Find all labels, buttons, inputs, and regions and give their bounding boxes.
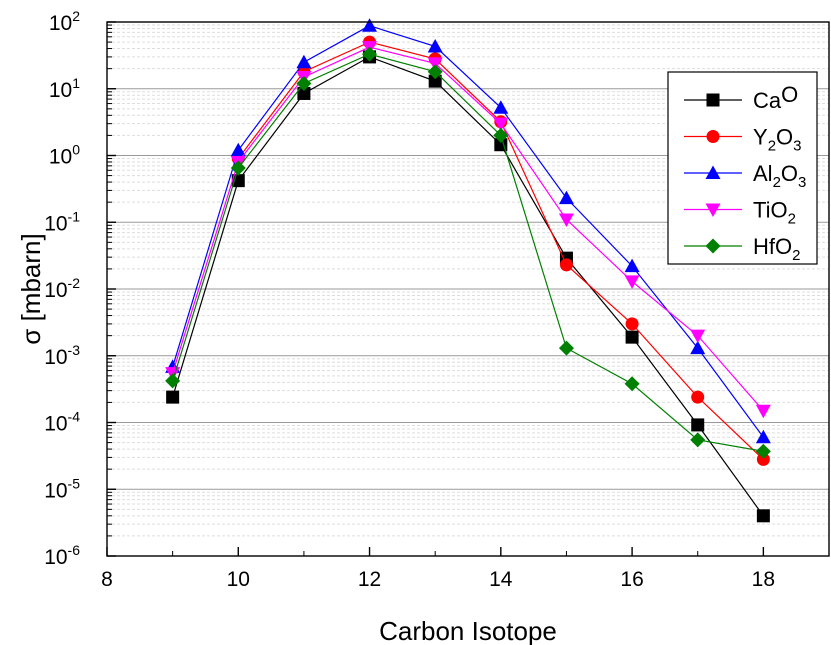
data-point-hfo2 bbox=[755, 443, 771, 459]
data-point-y2o3 bbox=[756, 452, 770, 466]
data-point-cao bbox=[166, 390, 180, 404]
y-tick-label: 101 bbox=[49, 75, 80, 102]
data-point-tio2 bbox=[690, 329, 706, 344]
data-point-al2o3 bbox=[296, 54, 312, 69]
data-point-y2o3 bbox=[625, 317, 639, 331]
x-tick-label: 18 bbox=[752, 568, 775, 591]
legend-label-cao: CaO bbox=[753, 82, 798, 113]
y-tick-label: 102 bbox=[49, 8, 80, 35]
y-axis-title: σ [mbarn] bbox=[16, 233, 46, 344]
data-point-tio2 bbox=[493, 117, 509, 132]
data-point-tio2 bbox=[755, 404, 771, 419]
data-point-al2o3 bbox=[755, 429, 771, 444]
data-point-cao bbox=[494, 138, 508, 152]
series-line-tio2 bbox=[172, 46, 764, 412]
data-point-tio2 bbox=[427, 57, 443, 71]
data-point-cao bbox=[625, 330, 639, 344]
legend-item-cao: CaO bbox=[684, 82, 798, 113]
legend-label-y2o3: Y2O3 bbox=[753, 125, 802, 155]
series-line-al2o3 bbox=[172, 25, 764, 438]
data-point-hfo2 bbox=[493, 127, 509, 143]
x-tick-label: 16 bbox=[620, 568, 643, 591]
data-point-tio2 bbox=[558, 213, 574, 227]
data-point-al2o3 bbox=[230, 142, 246, 157]
data-point-al2o3 bbox=[427, 38, 443, 53]
data-point-al2o3 bbox=[362, 18, 378, 32]
legend-item-hfo2: HfO2 bbox=[684, 234, 800, 264]
data-point-hfo2 bbox=[690, 432, 706, 448]
x-axis-title: Carbon Isotope bbox=[379, 616, 557, 645]
y-tick-label: 10-1 bbox=[44, 208, 80, 235]
data-point-al2o3 bbox=[624, 258, 640, 273]
x-tick-label: 14 bbox=[489, 568, 513, 591]
legend-label-tio2: TiO2 bbox=[753, 198, 796, 228]
legend-item-y2o3: Y2O3 bbox=[684, 125, 802, 155]
data-point-al2o3 bbox=[493, 100, 509, 114]
y-tick-label: 10-5 bbox=[44, 475, 80, 502]
data-point-hfo2 bbox=[296, 75, 312, 91]
x-tick-label: 12 bbox=[358, 568, 381, 591]
data-point-cao bbox=[691, 418, 705, 432]
data-point-hfo2 bbox=[427, 64, 443, 80]
data-point-hfo2 bbox=[230, 160, 246, 176]
data-point-al2o3 bbox=[558, 190, 574, 205]
data-point-hfo2 bbox=[362, 46, 378, 62]
legend-marker-hfo2 bbox=[705, 238, 721, 254]
y-tick-label: 10-6 bbox=[44, 542, 80, 569]
x-tick-label: 10 bbox=[227, 568, 250, 591]
y-tick-label: 10-2 bbox=[44, 275, 80, 302]
legend-label-al2o3: Al2O3 bbox=[753, 161, 806, 191]
data-point-y2o3 bbox=[691, 390, 705, 404]
series-hfo2 bbox=[165, 46, 771, 459]
legend-marker-cao bbox=[706, 93, 720, 107]
data-point-al2o3 bbox=[690, 340, 706, 355]
legend-item-tio2: TiO2 bbox=[684, 198, 796, 228]
legend-marker-tio2 bbox=[705, 203, 721, 217]
legend-marker-al2o3 bbox=[705, 165, 721, 179]
y-tick-label: 10-3 bbox=[44, 342, 80, 369]
data-point-tio2 bbox=[624, 275, 640, 289]
data-point-hfo2 bbox=[165, 373, 181, 389]
data-point-hfo2 bbox=[624, 376, 640, 392]
y-tick-label: 10-4 bbox=[44, 409, 80, 436]
data-point-cao bbox=[756, 509, 770, 523]
data-point-y2o3 bbox=[559, 258, 573, 272]
legend-marker-y2o3 bbox=[706, 130, 720, 143]
series-line-hfo2 bbox=[172, 53, 764, 452]
legend: CaO Y2O3 Al2O3 TiO2 HfO2 bbox=[667, 71, 818, 265]
series-line-cao bbox=[172, 56, 764, 517]
legend-item-al2o3: Al2O3 bbox=[684, 161, 806, 191]
y-tick-label: 100 bbox=[49, 142, 80, 169]
axis-ticks: 10-6 10-5 10-4 10-3 10-2 10-1 100 101 102 8 10 12 14… bbox=[44, 8, 775, 591]
legend-label-hfo2: HfO2 bbox=[753, 234, 800, 264]
legend-box bbox=[667, 71, 818, 265]
data-point-cao bbox=[297, 86, 311, 100]
series-cao bbox=[166, 50, 770, 523]
data-point-cao bbox=[428, 74, 442, 88]
plot-series bbox=[165, 18, 771, 523]
x-tick-label: 8 bbox=[101, 568, 113, 591]
data-point-hfo2 bbox=[558, 340, 574, 356]
